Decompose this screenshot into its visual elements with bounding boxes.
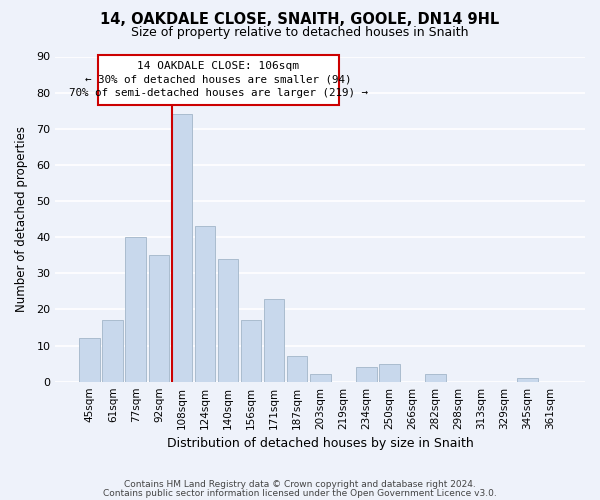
Bar [517,378,538,382]
Text: Contains public sector information licensed under the Open Government Licence v3: Contains public sector information licen… [103,489,497,498]
Text: 14, OAKDALE CLOSE, SNAITH, GOOLE, DN14 9HL: 14, OAKDALE CLOSE, SNAITH, GOOLE, DN14 9… [100,12,500,28]
Text: Contains HM Land Registry data © Crown copyright and database right 2024.: Contains HM Land Registry data © Crown c… [124,480,476,489]
Bar [425,374,446,382]
Bar [218,259,238,382]
Bar [172,114,192,382]
Bar [103,320,123,382]
Y-axis label: Number of detached properties: Number of detached properties [15,126,28,312]
FancyBboxPatch shape [98,54,338,106]
Text: 14 OAKDALE CLOSE: 106sqm: 14 OAKDALE CLOSE: 106sqm [137,61,299,71]
Text: ← 30% of detached houses are smaller (94): ← 30% of detached houses are smaller (94… [85,74,352,85]
Text: Size of property relative to detached houses in Snaith: Size of property relative to detached ho… [131,26,469,39]
Bar [125,237,146,382]
Text: 70% of semi-detached houses are larger (219) →: 70% of semi-detached houses are larger (… [69,88,368,98]
Bar [287,356,307,382]
Bar [310,374,331,382]
X-axis label: Distribution of detached houses by size in Snaith: Distribution of detached houses by size … [167,437,473,450]
Bar [149,255,169,382]
Bar [79,338,100,382]
Bar [194,226,215,382]
Bar [241,320,262,382]
Bar [264,298,284,382]
Bar [379,364,400,382]
Bar [356,367,377,382]
